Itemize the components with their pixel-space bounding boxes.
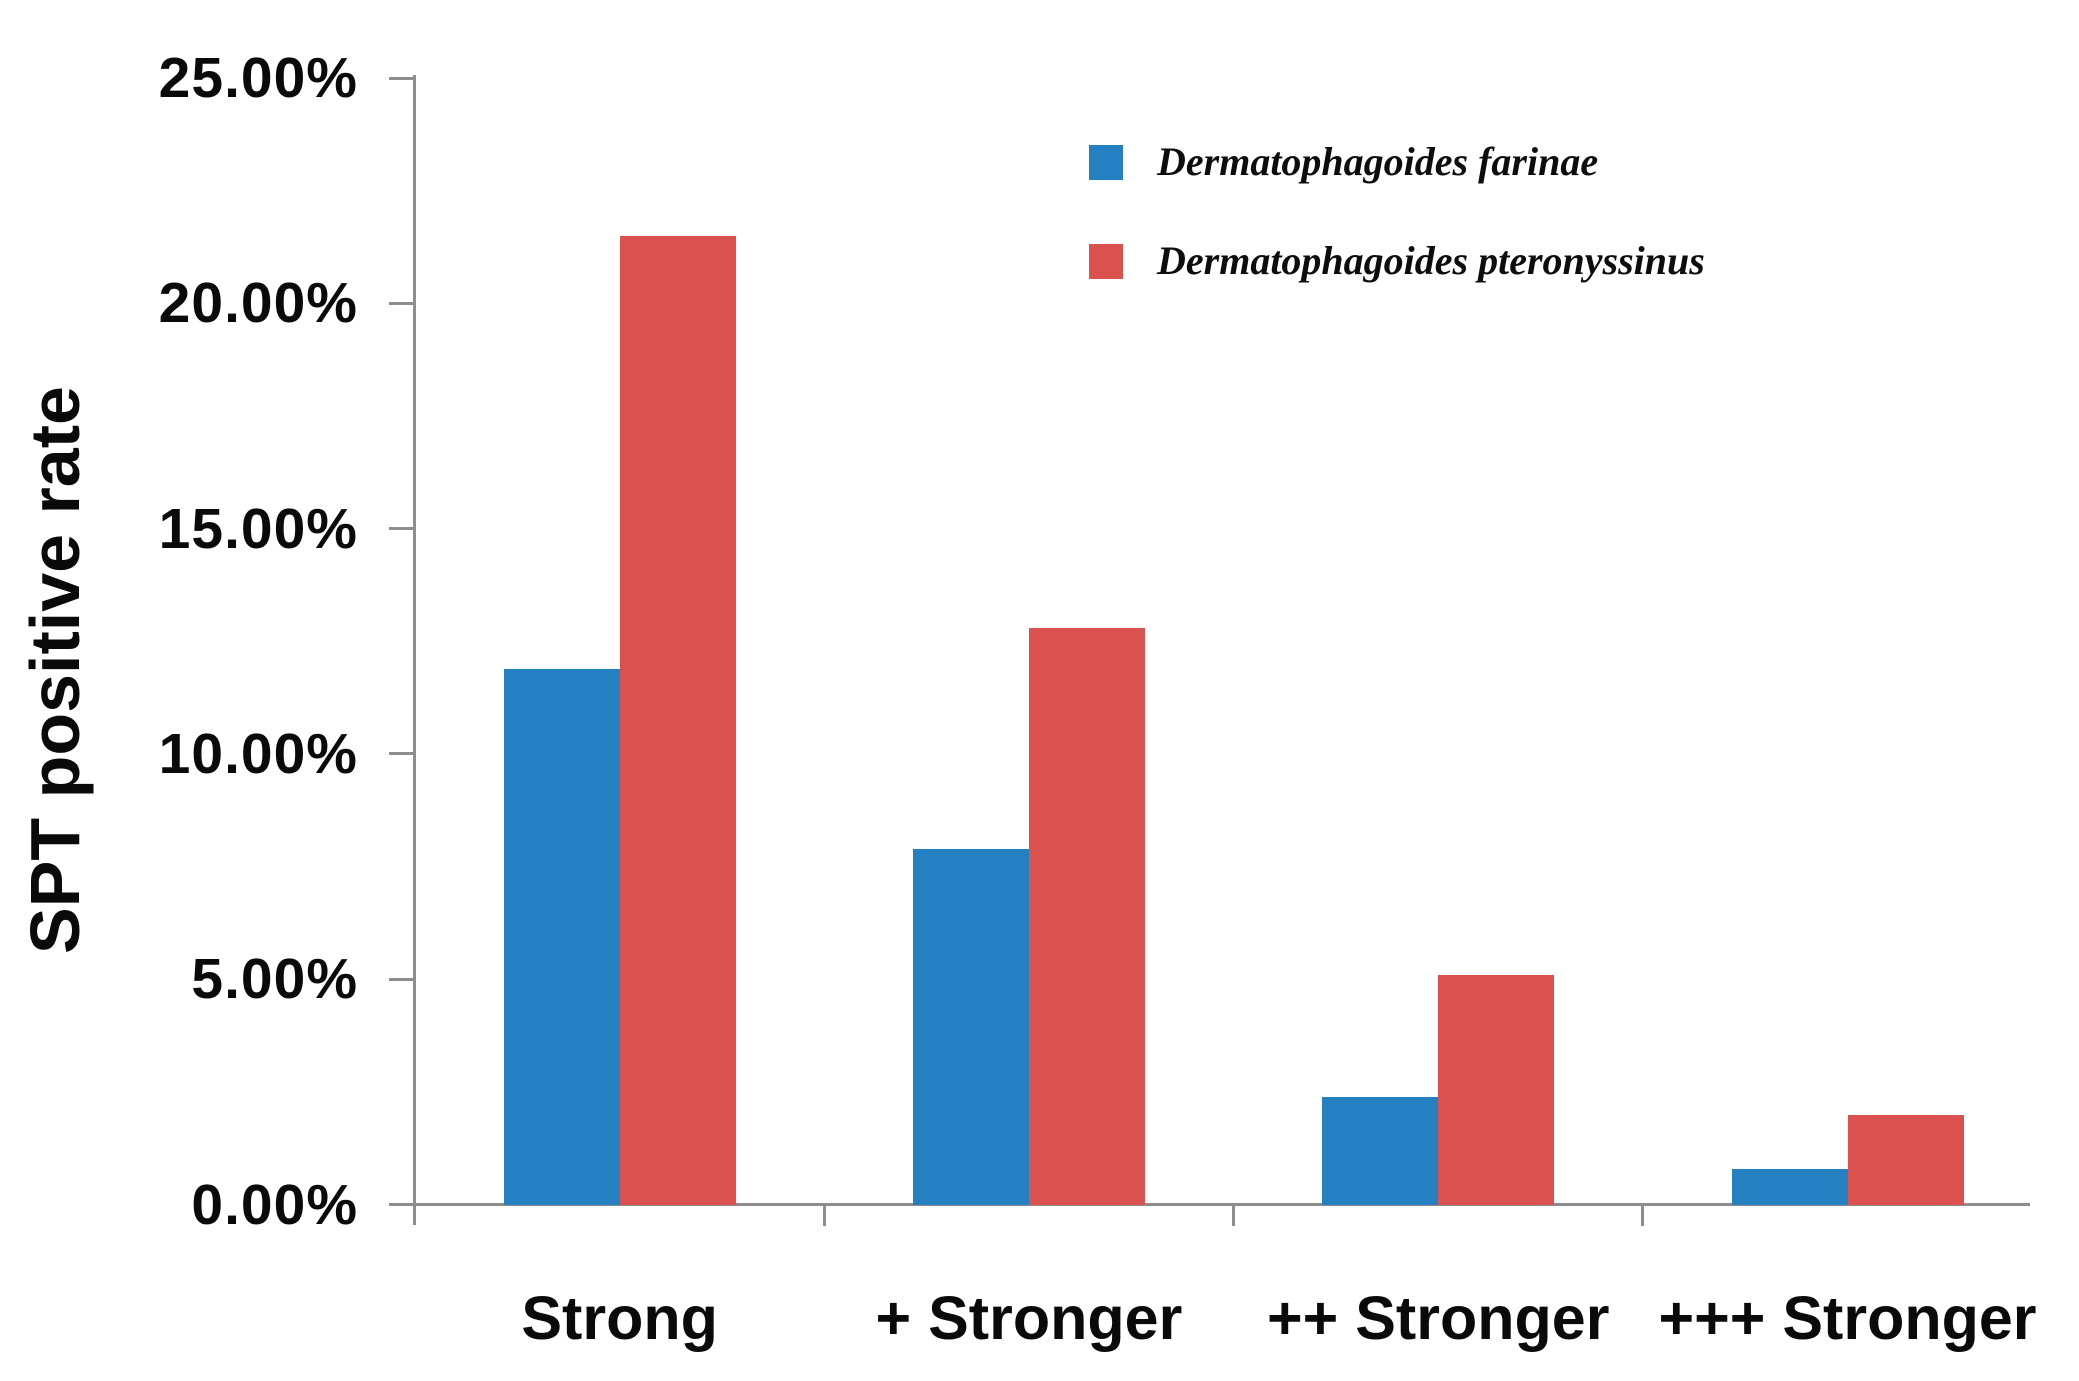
- y-tick-label: 0.00%: [191, 1172, 358, 1237]
- x-tick-mark: [1232, 1204, 1236, 1226]
- legend-label: Dermatophagoides pteronyssinus: [1157, 238, 1705, 283]
- legend-label: Dermatophagoides farinae: [1157, 139, 1599, 184]
- y-tick-mark: [389, 301, 415, 305]
- bar-series1-1: [619, 236, 736, 1205]
- y-tick-mark: [389, 1203, 415, 1206]
- category-label: ++ Stronger: [1267, 1284, 1610, 1352]
- legend-swatch: [1089, 145, 1123, 180]
- y-axis-title: SPT positive rate: [16, 386, 94, 954]
- bar-series1-3: [1438, 975, 1555, 1205]
- bar-series0-4: [1731, 1168, 1848, 1205]
- x-tick-mark: [1641, 1204, 1645, 1226]
- bar-series0-3: [1322, 1096, 1439, 1205]
- category-label: +++ Stronger: [1658, 1284, 2037, 1352]
- y-tick-label: 10.00%: [158, 721, 358, 786]
- y-axis-line: [413, 75, 416, 1225]
- category-label: + Stronger: [875, 1284, 1183, 1352]
- y-tick-mark: [389, 977, 415, 981]
- legend-swatch: [1089, 244, 1123, 279]
- y-tick-label: 5.00%: [191, 947, 358, 1012]
- bar-series0-2: [912, 849, 1029, 1205]
- y-tick-label: 20.00%: [158, 271, 358, 336]
- y-tick-mark: [389, 76, 415, 80]
- y-tick-label: 25.00%: [158, 46, 358, 110]
- y-tick-mark: [389, 527, 415, 531]
- category-label: Strong: [521, 1284, 718, 1352]
- y-tick-mark: [389, 752, 415, 756]
- x-tick-mark: [822, 1204, 826, 1226]
- bar-series0-1: [503, 668, 620, 1205]
- y-tick-label: 15.00%: [158, 496, 358, 561]
- bar-series1-4: [1847, 1114, 1964, 1205]
- bar-series1-2: [1028, 628, 1145, 1205]
- x-axis-line: [415, 1203, 2030, 1206]
